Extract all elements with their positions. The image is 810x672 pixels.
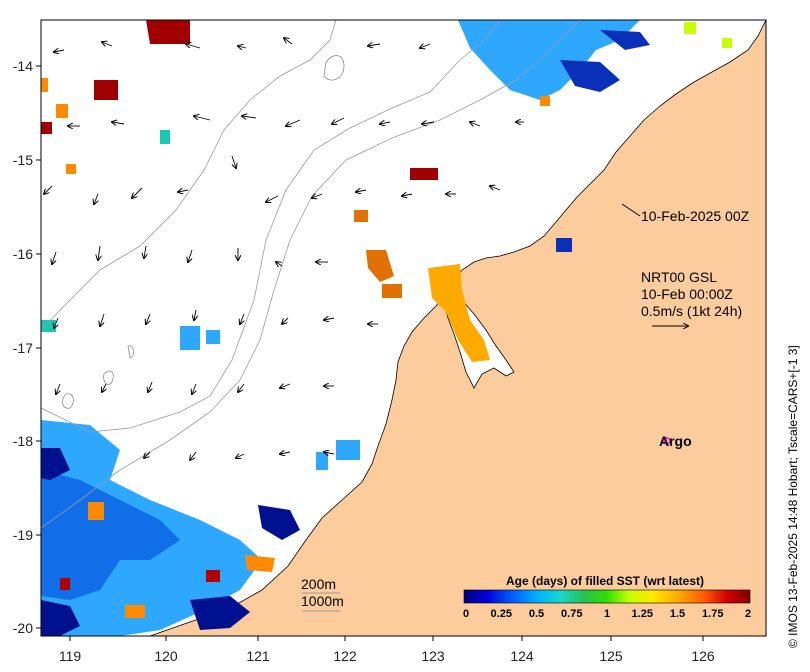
y-tick-label: -14 <box>13 58 33 74</box>
product-time-label: 10-Feb 00:00Z <box>641 286 733 302</box>
colorbar-tick-label: 2 <box>745 608 751 620</box>
colorbar-tick-label: 0.5 <box>529 608 544 620</box>
x-tick-label: 122 <box>333 648 357 664</box>
credit-text: © IMOS 13-Feb-2025 14:48 Hobart; Tscale=… <box>786 345 800 648</box>
colorbar-ramp <box>463 589 751 604</box>
x-tick-marks <box>69 636 704 641</box>
x-tick-label: 126 <box>691 648 715 664</box>
sst-patch-scattered-orange <box>41 78 76 174</box>
colorbar-tick-label: 0.75 <box>561 608 582 620</box>
sst-patch-offshore-orange <box>354 210 402 298</box>
x-tick-label: 121 <box>246 648 270 664</box>
y-tick-label: -15 <box>13 152 33 168</box>
colorbar-tick-label: 1.5 <box>670 608 685 620</box>
sst-patch-north-yellow <box>684 22 732 48</box>
sst-patch-southwest-mid <box>41 470 180 600</box>
sst-patch-north-light <box>458 20 640 100</box>
colorbar-tick-label: 1 <box>604 608 610 620</box>
colorbar-ticks: 0 0.25 0.5 0.75 1 1.25 1.5 1.75 2 <box>463 608 751 620</box>
x-tick-label: 125 <box>599 648 623 664</box>
y-tick-label: -19 <box>13 527 33 543</box>
argo-label: Argo <box>659 433 692 449</box>
sst-patch-king-sound-orange <box>428 264 490 362</box>
colorbar-tick-label: 0 <box>463 608 469 620</box>
sst-patch-southwest-deep <box>41 448 300 636</box>
timestamp-pointer-line <box>621 203 641 217</box>
contour-200m <box>41 20 581 529</box>
x-tick-label: 123 <box>421 648 445 664</box>
x-tick-label: 124 <box>510 648 534 664</box>
y-tick-label: -18 <box>13 433 33 449</box>
current-vectors <box>44 38 524 460</box>
sst-patch-north-orange <box>540 96 550 106</box>
y-tick-label: -16 <box>13 246 33 262</box>
colorbar-tick-label: 1.75 <box>702 608 723 620</box>
reef-outline <box>62 55 345 409</box>
argo-marker-icon <box>663 437 671 445</box>
colorbar-tick-label: 1.25 <box>632 608 653 620</box>
sst-patch-north-deep <box>560 30 650 92</box>
colorbar-title: Age (days) of filled SST (wrt latest) <box>506 574 704 588</box>
contour-1000m-label: 1000m <box>301 593 344 609</box>
y-tick-label: -20 <box>13 620 33 636</box>
contour-shelf-outer <box>41 20 337 331</box>
x-tick-label: 119 <box>59 648 82 664</box>
contour-1000m <box>41 20 501 433</box>
scale-label: 0.5m/s (1kt 24h) <box>641 303 742 319</box>
colorbar-tick-label: 0.25 <box>491 608 512 620</box>
product-name-label: NRT00 GSL <box>641 269 717 285</box>
sst-patch-scattered-deep <box>556 238 572 252</box>
x-tick-label: 120 <box>154 648 178 664</box>
contour-200m-label: 200m <box>301 576 336 592</box>
timestamp-label: 10-Feb-2025 00Z <box>641 208 750 224</box>
sst-patch-scattered-light-blue <box>180 326 360 470</box>
plot-frame <box>40 19 767 637</box>
y-tick-marks <box>36 65 41 629</box>
y-tick-label: -17 <box>13 340 33 356</box>
